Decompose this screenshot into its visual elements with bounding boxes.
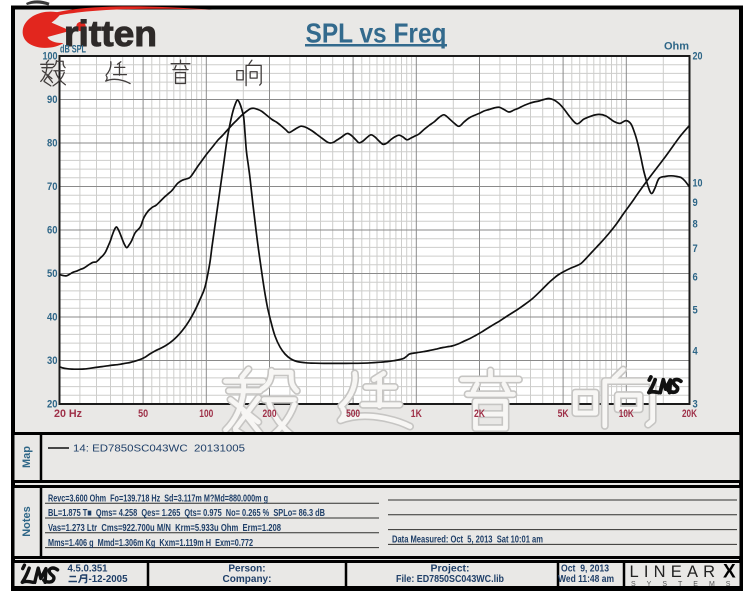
svg-text:5K: 5K [558,408,569,420]
svg-text:-12-2005: -12-2005 [89,574,128,585]
svg-text:20: 20 [693,51,703,63]
svg-text:4.5.0.351: 4.5.0.351 [68,564,108,575]
svg-text:Revc=3.600 Ohm Fo=139.718 Hz: Revc=3.600 Ohm Fo=139.718 Hz Sd=3.117m M… [48,493,268,504]
svg-text:7: 7 [693,243,698,255]
svg-text:Company:: Company: [223,574,272,585]
svg-text:SYSTEMS: SYSTEMS [631,581,741,588]
svg-text:dB SPL: dB SPL [60,44,86,56]
svg-text:14: ED7850SC043WC 20131005: 14: ED7850SC043WC 20131005 [73,444,245,455]
svg-text:Project:: Project: [431,564,470,575]
svg-text:200: 200 [263,408,277,420]
svg-text:BL=1.875 T■ Qms= 4.258 Qes=: BL=1.875 T■ Qms= 4.258 Qes= 1.265 Qts= 0… [48,508,325,519]
svg-text:10K: 10K [619,408,634,420]
svg-text:50: 50 [138,408,148,420]
svg-text:80: 80 [47,137,58,149]
svg-text:Mms=1.406 g Mmd=1.306m Kg Kx: Mms=1.406 g Mmd=1.306m Kg Kxm=1.119m H E… [48,538,253,549]
svg-text:2K: 2K [474,408,485,420]
svg-text:20: 20 [47,398,58,410]
svg-text:40: 40 [47,311,58,323]
svg-text:LINEAR: LINEAR [630,563,721,581]
svg-text:9: 9 [693,197,698,209]
svg-text:10: 10 [693,178,703,190]
svg-text:3: 3 [693,398,698,410]
svg-text:Oct 9, 2013: Oct 9, 2013 [561,564,609,575]
svg-text:90: 90 [47,94,58,106]
svg-text:50: 50 [47,268,58,280]
svg-text:Data Measured: Oct 5, 2013 S: Data Measured: Oct 5, 2013 Sat 10:01 am [392,535,543,546]
svg-text:Person:: Person: [228,564,265,575]
svg-text:70: 70 [47,181,58,193]
svg-text:60: 60 [47,224,58,236]
svg-text:File: ED7850SC043WC.lib: File: ED7850SC043WC.lib [396,574,504,585]
svg-text:20 Hz: 20 Hz [54,408,82,420]
svg-text:X: X [723,562,736,583]
svg-text:ritten: ritten [64,13,157,54]
svg-text:100: 100 [199,408,213,420]
svg-text:100: 100 [43,50,58,62]
svg-text:6: 6 [693,271,698,283]
svg-text:4: 4 [693,346,699,358]
svg-text:Vas=1.273 Ltr Cms=922.700u M/: Vas=1.273 Ltr Cms=922.700u M/N Krm=5.933… [48,523,281,534]
svg-text:500: 500 [346,408,360,420]
svg-text:Ohm: Ohm [664,41,689,53]
svg-text:30: 30 [47,355,58,367]
svg-text:Map: Map [21,446,33,468]
svg-text:20K: 20K [682,408,697,420]
svg-text:Wed 11:48 am: Wed 11:48 am [558,574,614,585]
svg-text:5: 5 [693,305,698,317]
svg-text:1K: 1K [411,408,422,420]
svg-text:SPL vs Freq: SPL vs Freq [306,18,447,49]
svg-text:8: 8 [693,219,698,231]
svg-text:Notes: Notes [21,506,33,537]
